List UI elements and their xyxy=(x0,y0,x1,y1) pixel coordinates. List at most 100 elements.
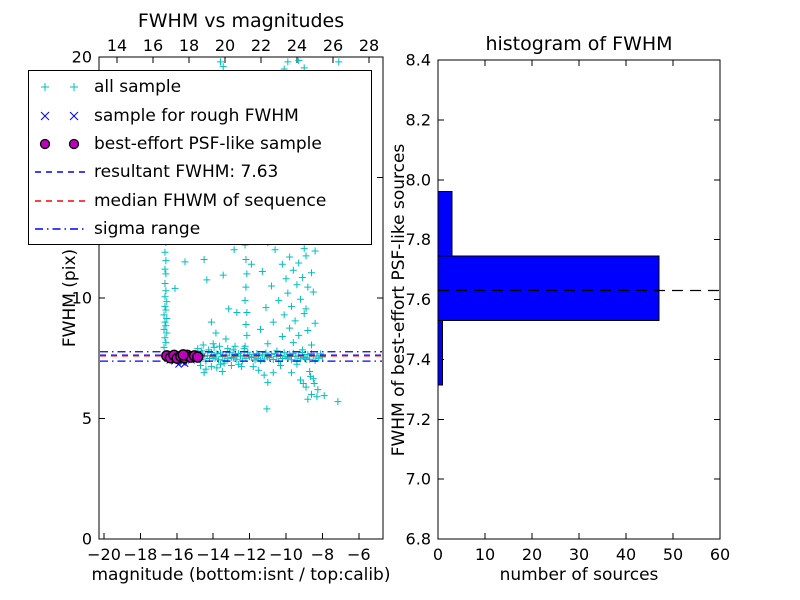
tick-label: 7.2 xyxy=(406,410,431,429)
tick-label: 20 xyxy=(215,36,235,55)
tick-label: −10 xyxy=(269,545,303,564)
plus-marker xyxy=(273,347,281,355)
tick-label: 40 xyxy=(616,545,636,564)
plus-marker xyxy=(216,58,224,66)
plus-marker xyxy=(219,63,227,71)
tick-label: 18 xyxy=(179,36,199,55)
plus-marker xyxy=(257,356,265,364)
plus-marker xyxy=(287,356,295,364)
tick-label: 7.0 xyxy=(406,470,431,489)
histogram-bar xyxy=(437,319,444,386)
plus-marker xyxy=(293,360,301,368)
legend-item-label: resultant FWHM: 7.63 xyxy=(94,162,279,183)
legend-item-label: best-effort PSF-like sample xyxy=(94,133,322,154)
plus-marker xyxy=(161,318,169,326)
plus-marker xyxy=(207,318,215,326)
plus-marker xyxy=(210,343,218,351)
legend-item: resultant FWHM: 7.63 xyxy=(29,158,371,186)
plus-marker xyxy=(293,281,301,289)
plus-marker xyxy=(335,58,343,66)
plus-marker xyxy=(242,321,250,329)
plus-marker xyxy=(302,252,310,260)
plus-marker xyxy=(161,293,169,301)
plus-marker xyxy=(263,405,271,413)
plus-marker xyxy=(242,283,250,291)
plus-marker xyxy=(243,308,251,316)
plus-marker xyxy=(304,327,312,335)
plus-marker xyxy=(260,371,268,379)
plus-marker xyxy=(181,258,189,266)
tick-label: 20 xyxy=(522,545,542,564)
plus-marker xyxy=(161,334,169,342)
tick-label: 8.4 xyxy=(406,51,431,70)
tick-label: −20 xyxy=(87,545,121,564)
plus-marker xyxy=(233,355,241,363)
plus-marker xyxy=(264,340,272,348)
legend-item: sigma range xyxy=(29,215,371,243)
plus-marker xyxy=(243,270,251,278)
plus-marker xyxy=(160,325,168,333)
plus-marker xyxy=(218,353,226,361)
tick-label: 60 xyxy=(710,545,730,564)
plus-marker xyxy=(287,302,295,310)
plus-marker xyxy=(295,331,303,339)
left-plot-xlabel: magnitude (bottom:isnt / top:calib) xyxy=(91,565,391,585)
plus-marker xyxy=(161,248,169,256)
plus-marker xyxy=(311,356,319,364)
tick-label: −12 xyxy=(233,545,267,564)
tick-label: −8 xyxy=(311,545,335,564)
plus-marker xyxy=(275,296,283,304)
plus-marker xyxy=(300,245,308,253)
plus-marker xyxy=(213,350,221,358)
plus-marker xyxy=(207,363,215,371)
plus-marker xyxy=(286,324,294,332)
plus-marker xyxy=(161,265,169,273)
plus-marker xyxy=(171,284,179,292)
plus-marker xyxy=(255,366,263,374)
legend-line-swatch xyxy=(35,200,85,202)
plus-marker xyxy=(307,341,315,349)
left-plot-ylabel: FWHM (pix) xyxy=(60,248,80,348)
plus-marker xyxy=(286,350,294,358)
left-plot-title: FWHM vs magnitudes xyxy=(137,10,345,32)
plus-marker xyxy=(298,346,306,354)
plus-marker xyxy=(309,288,317,296)
plus-marker xyxy=(243,331,251,339)
plus-marker xyxy=(162,339,170,347)
tick-label: −6 xyxy=(347,545,371,564)
plus-marker xyxy=(247,354,255,362)
tick-label: 10 xyxy=(475,545,495,564)
legend-item-label: sigma range xyxy=(94,219,201,240)
legend-marker-swatch xyxy=(41,83,78,92)
plus-marker xyxy=(295,57,303,65)
legend-item: all sample xyxy=(29,73,371,101)
plus-marker xyxy=(237,363,245,371)
plus-marker xyxy=(282,275,290,283)
plus-marker xyxy=(247,260,255,268)
circle-marker xyxy=(192,351,204,363)
plus-marker xyxy=(160,311,168,319)
legend-item: sample for rough FWHM xyxy=(29,101,371,129)
plus-marker xyxy=(320,392,328,400)
plus-marker xyxy=(233,308,241,316)
plus-marker xyxy=(227,361,235,369)
tick-label: 7.6 xyxy=(406,290,431,309)
plus-marker xyxy=(163,298,171,306)
plus-marker xyxy=(269,355,277,363)
plus-marker xyxy=(225,305,233,313)
legend-item: best-effort PSF-like sample xyxy=(29,130,371,158)
tick-label: 20 xyxy=(72,48,92,67)
tick-label: 8.2 xyxy=(406,110,431,129)
tick-label: 7.4 xyxy=(406,350,431,369)
plus-marker xyxy=(302,305,310,313)
tick-label: 22 xyxy=(251,36,271,55)
tick-label: 30 xyxy=(569,545,589,564)
plus-marker xyxy=(216,360,224,368)
plus-marker xyxy=(203,276,211,284)
plus-marker xyxy=(269,318,277,326)
plus-marker xyxy=(213,364,221,372)
plus-marker xyxy=(267,282,275,290)
plus-marker xyxy=(271,246,279,254)
legend-item-label: median FHWM of sequence xyxy=(94,190,327,211)
